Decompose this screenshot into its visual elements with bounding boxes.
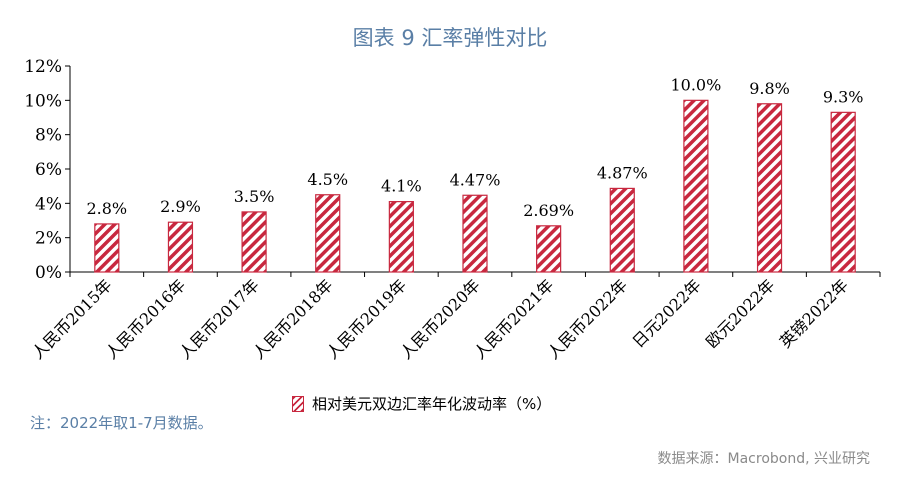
data-label: 10.0% [670, 75, 721, 94]
data-label: 4.5% [307, 170, 348, 189]
legend: 相对美元双边汇率年化波动率（%） [292, 393, 551, 414]
y-tick-label: 12% [24, 57, 62, 77]
footnote: 注：2022年取1-7月数据。 [30, 414, 213, 432]
data-label: 9.3% [823, 87, 864, 106]
y-tick-label: 8% [35, 126, 62, 146]
y-tick-label: 0% [35, 263, 62, 283]
x-tick-label: 欧元2022年 [702, 275, 778, 351]
data-label: 4.87% [597, 163, 648, 182]
x-tick-label: 日元2022年 [629, 275, 705, 351]
data-label: 4.47% [450, 170, 501, 189]
x-tick-label: 英镑2022年 [776, 275, 852, 351]
data-label: 9.8% [749, 79, 790, 98]
bar [94, 223, 120, 273]
source-note: 数据来源：Macrobond, 兴业研究 [657, 451, 870, 467]
data-label: 2.69% [523, 201, 574, 220]
bar [462, 194, 488, 273]
legend-swatch [292, 395, 304, 412]
bar [756, 103, 783, 273]
bar [388, 201, 414, 273]
y-tick-label: 6% [35, 160, 62, 180]
bar [536, 225, 562, 273]
y-tick-label: 2% [35, 229, 62, 249]
data-label: 4.1% [381, 177, 422, 196]
data-label: 2.8% [86, 199, 127, 218]
legend-label: 相对美元双边汇率年化波动率（%） [312, 395, 552, 413]
chart-title: 图表 9 汇率弹性对比 [352, 26, 548, 50]
bar-chart: 0%2%4%6%8%10%12%人民币2015年人民币2016年人民币2017年… [24, 57, 881, 363]
bar [830, 111, 856, 273]
bar [683, 99, 709, 273]
bar [167, 221, 194, 273]
y-tick-label: 4% [35, 194, 62, 214]
bar [241, 211, 267, 273]
data-label: 3.5% [234, 187, 275, 206]
bar [609, 187, 635, 273]
y-tick-label: 10% [24, 91, 62, 111]
bar [315, 194, 341, 273]
data-label: 2.9% [160, 197, 201, 216]
